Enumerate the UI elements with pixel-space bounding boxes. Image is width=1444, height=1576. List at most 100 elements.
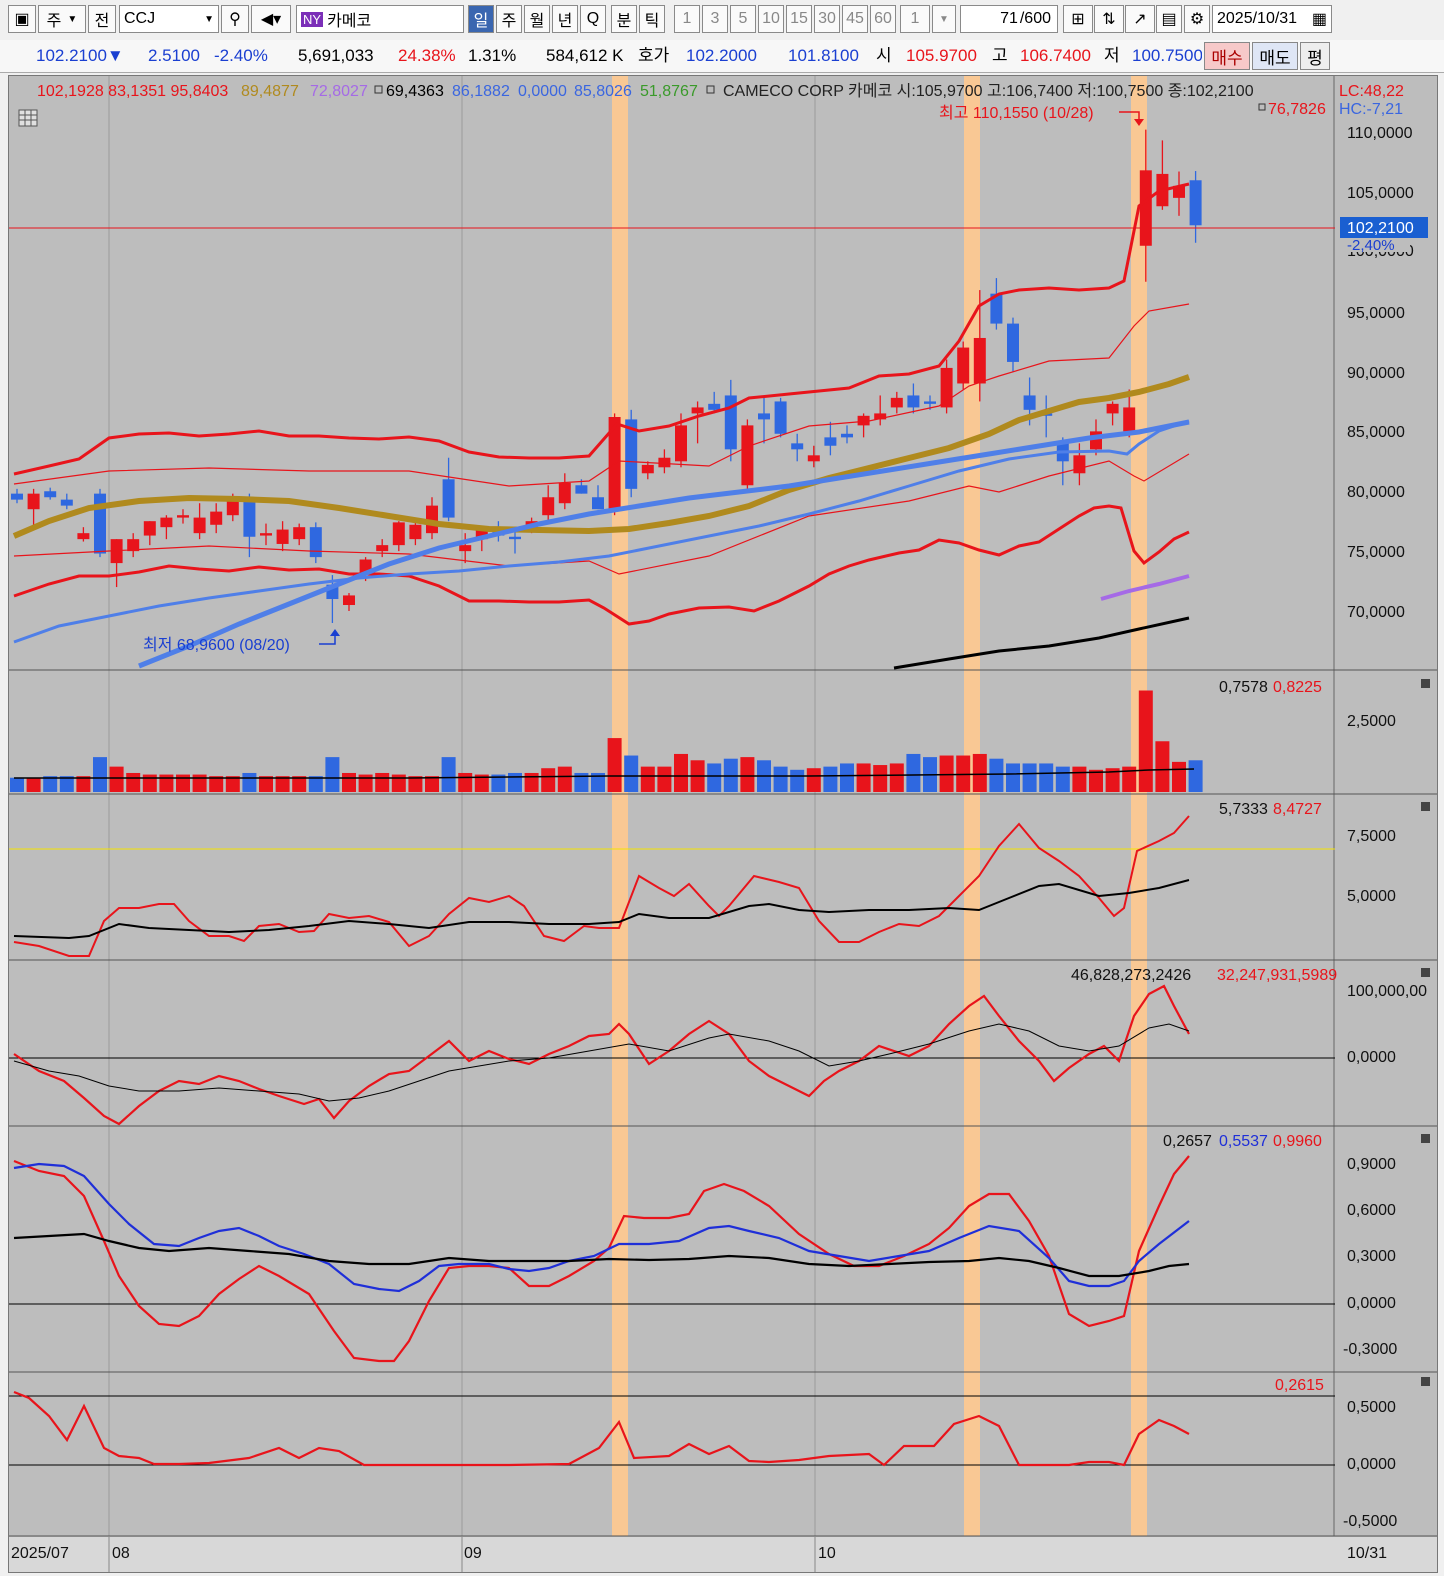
volume-bar[interactable]: [989, 758, 1004, 792]
volume-bar[interactable]: [491, 774, 506, 792]
candle-body[interactable]: [940, 367, 953, 408]
volume-bar[interactable]: [740, 757, 755, 792]
volume-bar[interactable]: [126, 772, 141, 792]
candle-body[interactable]: [376, 545, 389, 552]
window-menu-icon[interactable]: ▣: [8, 5, 36, 33]
interval-dropdown[interactable]: ▼: [932, 5, 956, 33]
candle-body[interactable]: [741, 425, 754, 486]
candle-body[interactable]: [127, 539, 140, 552]
volume-bar[interactable]: [1072, 766, 1087, 792]
candle-body[interactable]: [459, 545, 472, 552]
draw-tool-icon[interactable]: ↗: [1125, 5, 1155, 33]
volume-bar[interactable]: [76, 776, 91, 792]
candle-body[interactable]: [857, 415, 870, 426]
volume-bar[interactable]: [308, 776, 323, 792]
volume-bar[interactable]: [109, 766, 124, 792]
symbol-input[interactable]: CCJ ▼: [119, 5, 219, 33]
candle-body[interactable]: [309, 527, 322, 558]
candle-body[interactable]: [841, 433, 853, 438]
volume-bar[interactable]: [657, 766, 672, 792]
legend-checkbox-icon[interactable]: [706, 85, 715, 94]
candle-body[interactable]: [475, 529, 488, 540]
tab-month[interactable]: 월: [524, 5, 550, 33]
volume-bar[interactable]: [1105, 768, 1120, 792]
candle-body[interactable]: [11, 493, 23, 500]
candle-body[interactable]: [60, 499, 73, 506]
panel-close-icon[interactable]: [1421, 1377, 1430, 1386]
interval-45[interactable]: 45: [842, 5, 868, 33]
volume-bar[interactable]: [574, 772, 589, 792]
period-code-select[interactable]: 주 ▼: [38, 5, 86, 33]
volume-bar[interactable]: [26, 777, 41, 792]
candle-body[interactable]: [791, 443, 804, 450]
tab-minute[interactable]: 분: [611, 5, 637, 33]
tab-year[interactable]: 년: [552, 5, 578, 33]
candle-body[interactable]: [1073, 455, 1086, 474]
candle-body[interactable]: [691, 407, 704, 414]
candle-body[interactable]: [94, 493, 106, 554]
candle-body[interactable]: [990, 293, 1003, 324]
sell-button[interactable]: 매도: [1252, 42, 1298, 70]
panel-close-icon[interactable]: [1421, 679, 1430, 688]
buy-button[interactable]: 매수: [1204, 42, 1250, 70]
volume-bar[interactable]: [441, 757, 456, 792]
legend-checkbox-icon[interactable]: [1258, 103, 1266, 111]
candle-body[interactable]: [608, 417, 621, 510]
panel-close-icon[interactable]: [1421, 968, 1430, 977]
volume-bar[interactable]: [375, 772, 390, 792]
volume-bar[interactable]: [93, 757, 107, 792]
volume-bar[interactable]: [790, 769, 805, 792]
volume-bar[interactable]: [192, 774, 207, 792]
candle-body[interactable]: [226, 500, 239, 516]
candle-body[interactable]: [177, 515, 189, 518]
interval-3[interactable]: 3: [702, 5, 728, 33]
gear-icon[interactable]: ⚙: [1184, 5, 1210, 33]
interval-30[interactable]: 30: [814, 5, 840, 33]
table-toggle-icon[interactable]: [18, 109, 38, 127]
candle-body[interactable]: [675, 425, 687, 462]
zoom-in-icon[interactable]: ⊞: [1063, 5, 1093, 33]
volume-bar[interactable]: [292, 776, 307, 792]
candle-body[interactable]: [708, 403, 721, 410]
interval-15[interactable]: 15: [786, 5, 812, 33]
candle-body[interactable]: [392, 522, 405, 546]
stock-chart[interactable]: 최고 110,1550 (10/28) 최저 68,9600 (08/20) 1…: [9, 76, 1437, 1572]
candle-body[interactable]: [143, 521, 156, 536]
candle-body[interactable]: [957, 347, 970, 384]
candle-body[interactable]: [193, 517, 206, 534]
volume-bar[interactable]: [873, 765, 888, 792]
volume-bar[interactable]: [275, 776, 290, 792]
candle-body[interactable]: [260, 533, 272, 536]
candle-body[interactable]: [77, 533, 90, 540]
candle-body[interactable]: [1023, 395, 1036, 410]
candle-body[interactable]: [343, 595, 355, 606]
volume-bar[interactable]: [856, 763, 871, 792]
volume-bar[interactable]: [1006, 763, 1020, 792]
volume-bar[interactable]: [1188, 760, 1203, 792]
candle-body[interactable]: [907, 395, 920, 408]
interval-60[interactable]: 60: [870, 5, 896, 33]
interval-1[interactable]: 1: [674, 5, 700, 33]
candle-body[interactable]: [558, 482, 571, 504]
volume-bar[interactable]: [391, 774, 406, 792]
candle-body[interactable]: [774, 401, 787, 434]
candle-body[interactable]: [924, 401, 936, 404]
tab-week[interactable]: 주: [496, 5, 522, 33]
candle-body[interactable]: [27, 493, 40, 510]
volume-bar[interactable]: [1172, 761, 1186, 792]
volume-bar[interactable]: [508, 772, 522, 792]
volume-bar[interactable]: [773, 766, 788, 792]
tab-quarter[interactable]: Q: [580, 5, 606, 33]
volume-bar[interactable]: [707, 763, 722, 792]
candle-body[interactable]: [641, 464, 654, 474]
volume-bar[interactable]: [674, 753, 688, 792]
volume-bar[interactable]: [325, 757, 340, 792]
candle-body[interactable]: [509, 536, 521, 540]
volume-bar[interactable]: [342, 772, 356, 792]
candle-body[interactable]: [1090, 431, 1102, 450]
tab-tick[interactable]: 틱: [639, 5, 665, 33]
candle-body[interactable]: [874, 413, 887, 420]
compare-icon[interactable]: ⇅: [1094, 5, 1124, 33]
candle-body[interactable]: [210, 511, 223, 525]
candle-body[interactable]: [160, 517, 173, 528]
